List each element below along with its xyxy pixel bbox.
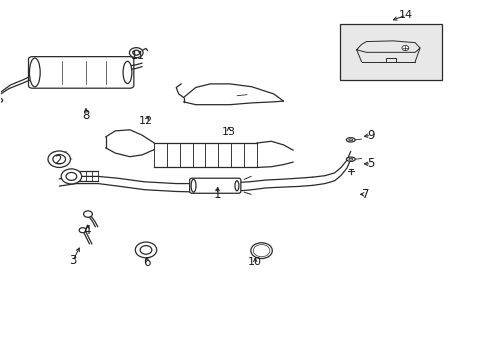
Text: 12: 12 xyxy=(139,116,153,126)
Text: 4: 4 xyxy=(83,224,91,237)
Text: 3: 3 xyxy=(69,254,77,267)
Text: 14: 14 xyxy=(399,10,412,20)
Text: 11: 11 xyxy=(131,51,145,61)
Circle shape xyxy=(129,48,143,58)
Circle shape xyxy=(53,154,65,164)
Text: 9: 9 xyxy=(367,129,374,142)
Circle shape xyxy=(401,45,408,50)
Ellipse shape xyxy=(123,61,132,84)
Ellipse shape xyxy=(346,157,354,161)
Circle shape xyxy=(61,169,81,184)
Circle shape xyxy=(255,246,267,255)
Text: 2: 2 xyxy=(54,154,62,167)
Circle shape xyxy=(133,50,140,55)
Bar xyxy=(339,24,441,80)
Text: 13: 13 xyxy=(222,127,235,136)
Circle shape xyxy=(253,244,269,257)
FancyBboxPatch shape xyxy=(189,178,241,193)
Ellipse shape xyxy=(348,139,352,141)
Ellipse shape xyxy=(346,138,354,142)
FancyBboxPatch shape xyxy=(28,57,134,88)
Text: 6: 6 xyxy=(143,256,150,269)
Text: 8: 8 xyxy=(82,109,89,122)
Text: 7: 7 xyxy=(361,188,368,201)
Ellipse shape xyxy=(348,158,352,160)
Text: 1: 1 xyxy=(213,188,221,201)
Text: 10: 10 xyxy=(248,257,262,267)
Ellipse shape xyxy=(29,58,40,87)
Circle shape xyxy=(66,172,77,180)
Ellipse shape xyxy=(191,179,196,192)
Circle shape xyxy=(250,243,272,258)
Ellipse shape xyxy=(0,98,2,103)
Ellipse shape xyxy=(235,181,239,191)
Circle shape xyxy=(135,242,157,258)
Circle shape xyxy=(83,211,92,217)
Circle shape xyxy=(79,228,86,233)
Circle shape xyxy=(48,151,70,167)
Text: 5: 5 xyxy=(367,157,374,170)
Circle shape xyxy=(140,246,152,254)
